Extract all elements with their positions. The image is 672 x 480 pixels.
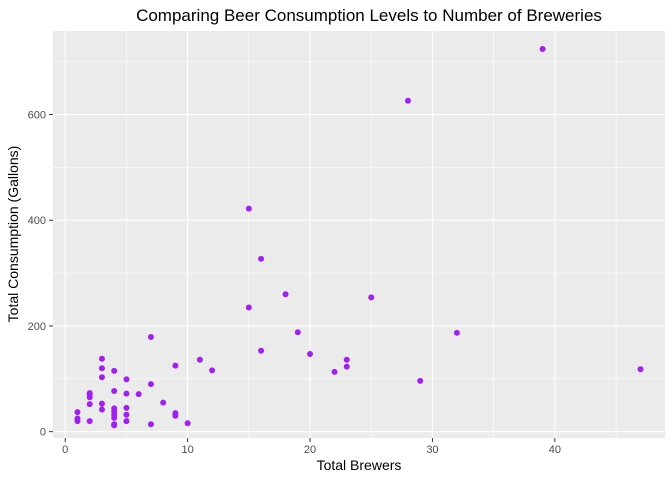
data-point	[417, 377, 424, 384]
x-axis-title: Total Brewers	[317, 457, 402, 473]
data-point	[184, 420, 191, 427]
chart-title: Comparing Beer Consumption Levels to Num…	[136, 6, 602, 25]
y-tick-label: 200	[28, 321, 46, 333]
data-point	[172, 362, 179, 369]
data-point	[539, 45, 546, 52]
x-tick-label: 20	[304, 444, 316, 456]
x-axis-ticks: 0 10 20 30 40	[62, 438, 561, 456]
data-point	[637, 366, 644, 373]
y-tick-label: 0	[40, 427, 46, 439]
data-point	[453, 329, 460, 336]
data-point	[111, 387, 118, 394]
data-point	[245, 304, 252, 311]
x-tick-label: 40	[549, 444, 561, 456]
data-point	[86, 418, 93, 425]
data-point	[160, 399, 167, 406]
data-point	[98, 365, 105, 372]
data-point	[123, 418, 130, 425]
x-tick-label: 0	[62, 444, 68, 456]
data-point	[74, 409, 81, 416]
data-point	[343, 363, 350, 370]
data-point	[196, 356, 203, 363]
data-point	[74, 418, 81, 425]
data-point	[111, 421, 118, 428]
x-tick-label: 30	[426, 444, 438, 456]
data-point	[123, 411, 130, 418]
data-point	[123, 404, 130, 411]
data-point	[282, 291, 289, 298]
data-point	[294, 329, 301, 336]
data-point	[307, 350, 314, 357]
data-point	[86, 401, 93, 408]
data-point	[98, 374, 105, 381]
minor-gridlines	[53, 31, 665, 438]
data-point	[172, 412, 179, 419]
data-point	[98, 406, 105, 413]
data-point	[147, 421, 154, 428]
y-axis-ticks: 0 200 400 600	[28, 110, 53, 439]
data-point	[258, 255, 265, 262]
data-point	[123, 390, 130, 397]
data-point	[135, 391, 142, 398]
data-point	[98, 400, 105, 407]
data-point	[147, 381, 154, 388]
data-point	[98, 355, 105, 362]
plot-panel	[53, 31, 665, 438]
data-point	[147, 334, 154, 341]
data-point	[123, 376, 130, 383]
data-point	[331, 368, 338, 375]
y-axis-title: Total Consumption (Gallons)	[5, 146, 21, 323]
data-point	[209, 367, 216, 374]
data-point	[245, 205, 252, 212]
major-gridlines	[53, 31, 665, 438]
data-point	[258, 347, 265, 354]
y-tick-label: 600	[28, 110, 46, 122]
data-point	[343, 356, 350, 363]
data-point	[86, 394, 93, 401]
y-tick-label: 400	[28, 215, 46, 227]
data-point	[404, 97, 411, 104]
data-point	[368, 294, 375, 301]
data-point	[111, 367, 118, 374]
data-points	[74, 45, 644, 429]
data-point	[111, 414, 118, 421]
x-tick-label: 10	[182, 444, 194, 456]
